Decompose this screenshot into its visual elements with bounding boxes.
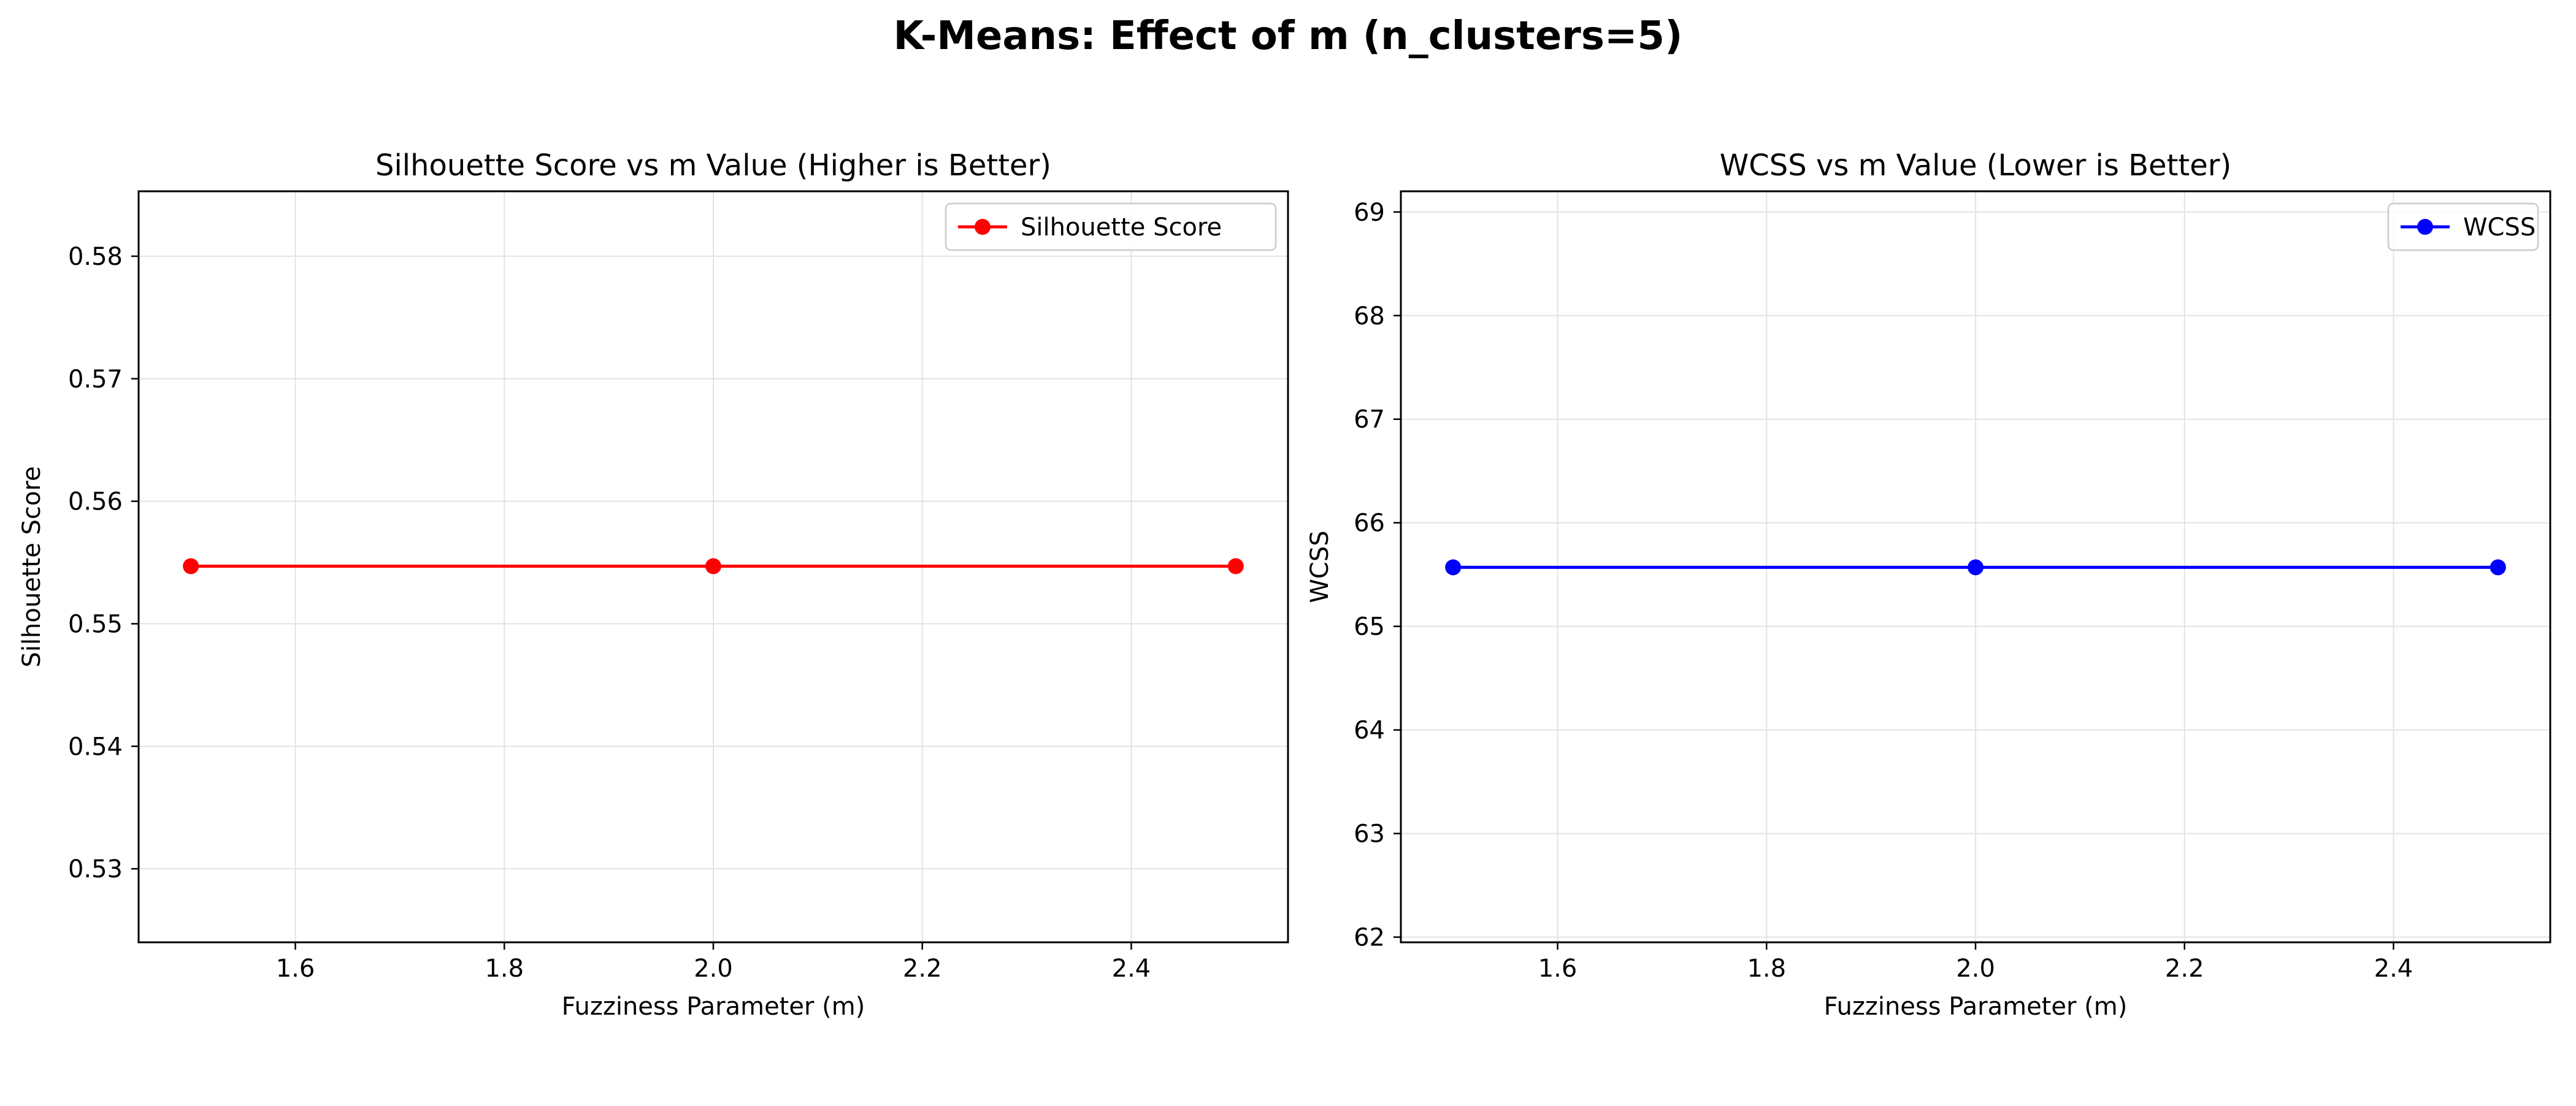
data-point — [1968, 559, 1984, 576]
y-tick-label: 62 — [1354, 924, 1385, 952]
x-tick-label: 2.2 — [903, 955, 942, 983]
legend-marker — [2417, 219, 2433, 235]
x-tick-label: 1.8 — [485, 955, 524, 983]
legend-label: WCSS — [2463, 213, 2536, 242]
y-tick-label: 0.53 — [68, 855, 123, 883]
data-point — [705, 558, 721, 574]
x-axis-label: Fuzziness Parameter (m) — [562, 993, 865, 1021]
y-tick-label: 69 — [1354, 199, 1385, 227]
x-tick-label: 2.0 — [1956, 955, 1995, 983]
x-tick-label: 1.6 — [1538, 955, 1577, 983]
legend: Silhouette Score — [945, 202, 1277, 251]
x-tick-label: 2.0 — [694, 955, 733, 983]
chart-panel-1: 1.6 1.8 2.0 2.2 2.4 0.53 0.54 0.55 0.56 0.57 0.58 S… — [18, 148, 1289, 1021]
y-tick-label: 68 — [1354, 302, 1385, 330]
y-tick-label: 0.57 — [68, 365, 123, 394]
legend-box — [945, 202, 1277, 251]
y-tick-label: 0.55 — [68, 610, 123, 638]
y-tick-label: 0.54 — [68, 733, 123, 761]
y-axis-label: WCSS — [1306, 530, 1334, 603]
x-axis-label: Fuzziness Parameter (m) — [1824, 993, 2128, 1021]
x-tick-label: 2.2 — [2165, 955, 2204, 983]
x-tick-label: 1.6 — [276, 955, 315, 983]
legend-marker — [975, 219, 991, 235]
data-point — [183, 558, 199, 574]
y-tick-label: 67 — [1354, 406, 1385, 434]
legend: WCSS — [2387, 202, 2539, 251]
figure-title: K-Means: Effect of m (n_clusters=5) — [893, 13, 1683, 59]
x-tick-label: 1.8 — [1747, 955, 1786, 983]
x-tick-label: 2.4 — [1112, 955, 1151, 983]
y-tick-label: 66 — [1354, 509, 1385, 538]
y-tick-label: 63 — [1354, 820, 1385, 849]
data-point — [1445, 559, 1462, 576]
y-axis-label: Silhouette Score — [18, 466, 46, 667]
chart-panel-2: 1.6 1.8 2.0 2.2 2.4 62 63 64 65 66 67 68 69 WCSS vs m… — [1306, 148, 2551, 1021]
data-point — [1227, 558, 1244, 574]
data-point — [2490, 559, 2506, 576]
y-tick-label: 65 — [1354, 613, 1385, 641]
chart-title: Silhouette Score vs m Value (Higher is B… — [375, 148, 1051, 183]
legend-box — [2387, 202, 2539, 251]
y-tick-label: 0.56 — [68, 488, 123, 516]
y-tick-label: 64 — [1354, 717, 1385, 745]
y-tick-label: 0.58 — [68, 243, 123, 271]
legend-label: Silhouette Score — [1021, 213, 1222, 242]
chart-title: WCSS vs m Value (Lower is Better) — [1720, 148, 2231, 183]
x-tick-label: 2.4 — [2374, 955, 2413, 983]
